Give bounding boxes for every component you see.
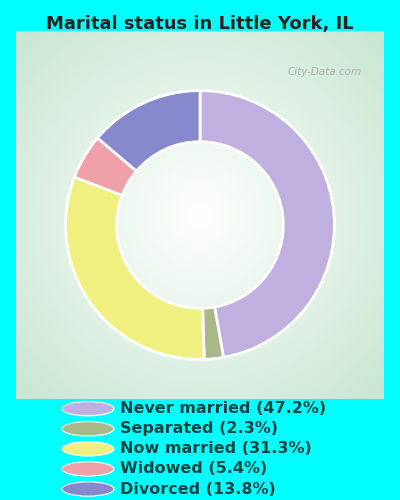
Circle shape <box>1 16 399 414</box>
Text: Never married (47.2%): Never married (47.2%) <box>120 401 326 416</box>
Circle shape <box>43 58 357 372</box>
Circle shape <box>69 84 331 345</box>
Circle shape <box>122 136 278 294</box>
Circle shape <box>112 127 288 303</box>
Circle shape <box>66 81 334 349</box>
Circle shape <box>125 140 275 290</box>
Circle shape <box>0 0 400 430</box>
Circle shape <box>60 74 340 356</box>
Circle shape <box>135 150 265 280</box>
Text: Separated (2.3%): Separated (2.3%) <box>120 422 278 436</box>
Circle shape <box>154 170 246 260</box>
Circle shape <box>118 134 282 296</box>
Circle shape <box>62 422 114 436</box>
Circle shape <box>27 42 373 388</box>
Text: City-Data.com: City-Data.com <box>287 67 361 77</box>
Wedge shape <box>98 90 200 171</box>
Wedge shape <box>203 307 224 360</box>
Circle shape <box>174 189 226 241</box>
Circle shape <box>0 0 400 463</box>
Circle shape <box>50 65 350 365</box>
Text: Widowed (5.4%): Widowed (5.4%) <box>120 462 267 476</box>
Circle shape <box>62 402 114 416</box>
Circle shape <box>0 0 400 450</box>
Circle shape <box>62 482 114 496</box>
Circle shape <box>96 110 304 320</box>
Circle shape <box>187 202 213 228</box>
Circle shape <box>92 107 308 323</box>
Circle shape <box>158 172 242 258</box>
Circle shape <box>14 29 386 401</box>
Circle shape <box>177 192 223 238</box>
Circle shape <box>89 104 311 326</box>
Circle shape <box>0 0 400 440</box>
Circle shape <box>167 182 233 248</box>
Circle shape <box>151 166 249 264</box>
Circle shape <box>7 22 393 407</box>
Circle shape <box>62 462 114 476</box>
Circle shape <box>194 208 206 222</box>
Circle shape <box>76 91 324 339</box>
Circle shape <box>0 0 400 476</box>
Circle shape <box>105 120 295 310</box>
Circle shape <box>115 130 285 300</box>
Text: Marital status in Little York, IL: Marital status in Little York, IL <box>46 15 354 33</box>
Wedge shape <box>74 138 136 196</box>
Circle shape <box>0 0 400 473</box>
Circle shape <box>0 0 400 454</box>
Circle shape <box>24 38 376 392</box>
Circle shape <box>0 0 400 470</box>
Text: Divorced (13.8%): Divorced (13.8%) <box>120 482 276 496</box>
Circle shape <box>0 6 400 424</box>
Circle shape <box>0 0 400 447</box>
Circle shape <box>148 162 252 268</box>
Circle shape <box>138 153 262 277</box>
Circle shape <box>40 55 360 375</box>
Circle shape <box>161 176 239 254</box>
Wedge shape <box>200 90 334 358</box>
Circle shape <box>128 143 272 287</box>
Circle shape <box>141 156 259 274</box>
Wedge shape <box>66 177 204 360</box>
Circle shape <box>73 88 327 342</box>
Text: Now married (31.3%): Now married (31.3%) <box>120 442 312 456</box>
Circle shape <box>37 52 363 378</box>
Circle shape <box>0 0 400 434</box>
Circle shape <box>30 45 370 385</box>
Circle shape <box>62 442 114 456</box>
Circle shape <box>0 0 400 466</box>
Circle shape <box>197 212 203 218</box>
Circle shape <box>99 114 301 316</box>
Circle shape <box>108 124 292 306</box>
Circle shape <box>144 160 256 270</box>
Circle shape <box>184 198 216 232</box>
Circle shape <box>46 62 354 368</box>
Circle shape <box>0 0 400 460</box>
Circle shape <box>17 32 383 398</box>
Circle shape <box>0 2 400 428</box>
Circle shape <box>34 48 366 382</box>
Circle shape <box>63 78 337 352</box>
Circle shape <box>4 19 396 411</box>
Circle shape <box>0 0 400 456</box>
Circle shape <box>53 68 347 362</box>
Circle shape <box>0 0 400 437</box>
Circle shape <box>86 100 314 330</box>
Circle shape <box>10 26 390 404</box>
Circle shape <box>102 117 298 313</box>
Circle shape <box>132 146 268 284</box>
Circle shape <box>0 0 400 444</box>
Circle shape <box>171 186 229 244</box>
Circle shape <box>0 12 400 417</box>
Circle shape <box>20 36 380 395</box>
Circle shape <box>79 94 321 336</box>
Circle shape <box>0 9 400 421</box>
Circle shape <box>56 72 344 358</box>
Circle shape <box>190 205 210 225</box>
Circle shape <box>164 179 236 251</box>
Circle shape <box>180 196 220 234</box>
Circle shape <box>82 98 318 332</box>
